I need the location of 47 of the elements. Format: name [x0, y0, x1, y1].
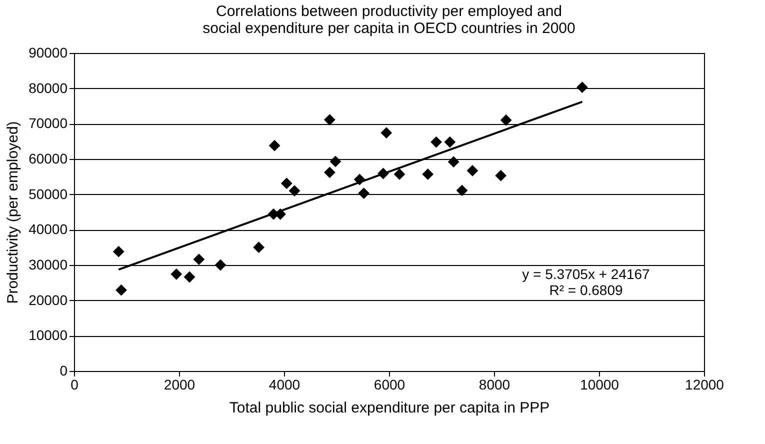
point — [112, 246, 124, 258]
x-axis-title: Total public social expenditure per capita in PPP — [229, 400, 550, 416]
y-tick-label: 70000 — [28, 115, 68, 132]
point — [214, 259, 226, 271]
point — [456, 184, 468, 196]
x-tick-label: 2000 — [164, 376, 196, 392]
annotation: R² = 0.6809 — [549, 282, 623, 298]
y-tick-label: 20000 — [28, 292, 68, 308]
y-axis-title: Productivity (per employed) — [4, 121, 22, 304]
x-tick-label: 10000 — [580, 376, 620, 392]
point — [268, 140, 280, 152]
point — [324, 114, 336, 126]
y-tick-label: 50000 — [28, 186, 68, 202]
point — [444, 136, 456, 148]
point — [430, 136, 442, 148]
y-tick-label: 30000 — [28, 256, 68, 272]
x-tick-label: 0 — [70, 376, 79, 392]
point — [253, 242, 264, 254]
y-tick-label: 60000 — [28, 150, 68, 166]
point — [466, 164, 478, 176]
point — [116, 284, 127, 296]
x-tick-label: 8000 — [478, 376, 510, 392]
y-tick-label: 80000 — [28, 80, 68, 96]
point — [394, 168, 406, 180]
point — [170, 268, 182, 280]
point — [422, 168, 434, 180]
point — [495, 170, 507, 182]
point — [576, 82, 588, 93]
y-tick-label: 10000 — [28, 327, 68, 344]
point — [324, 166, 336, 178]
point — [358, 188, 370, 199]
point — [193, 254, 205, 266]
point — [280, 178, 292, 190]
point — [330, 156, 342, 168]
y-tick-label: 0 — [60, 362, 68, 378]
y-tick-label: 90000 — [28, 44, 68, 60]
x-tick-label: 6000 — [374, 376, 406, 392]
y-tick-label: 40000 — [28, 221, 68, 238]
point — [380, 127, 392, 139]
annotation: y = 5.3705x + 24167 — [522, 266, 650, 282]
point — [500, 114, 512, 126]
point — [184, 271, 196, 283]
x-tick-label: 4000 — [268, 376, 300, 392]
point — [448, 156, 460, 168]
chart-title: Correlations between productivity per employed and social expenditure per capita in OECD countries in 2000 — [202, 3, 576, 37]
point — [288, 185, 300, 196]
x-tick-label: 12000 — [685, 376, 724, 392]
